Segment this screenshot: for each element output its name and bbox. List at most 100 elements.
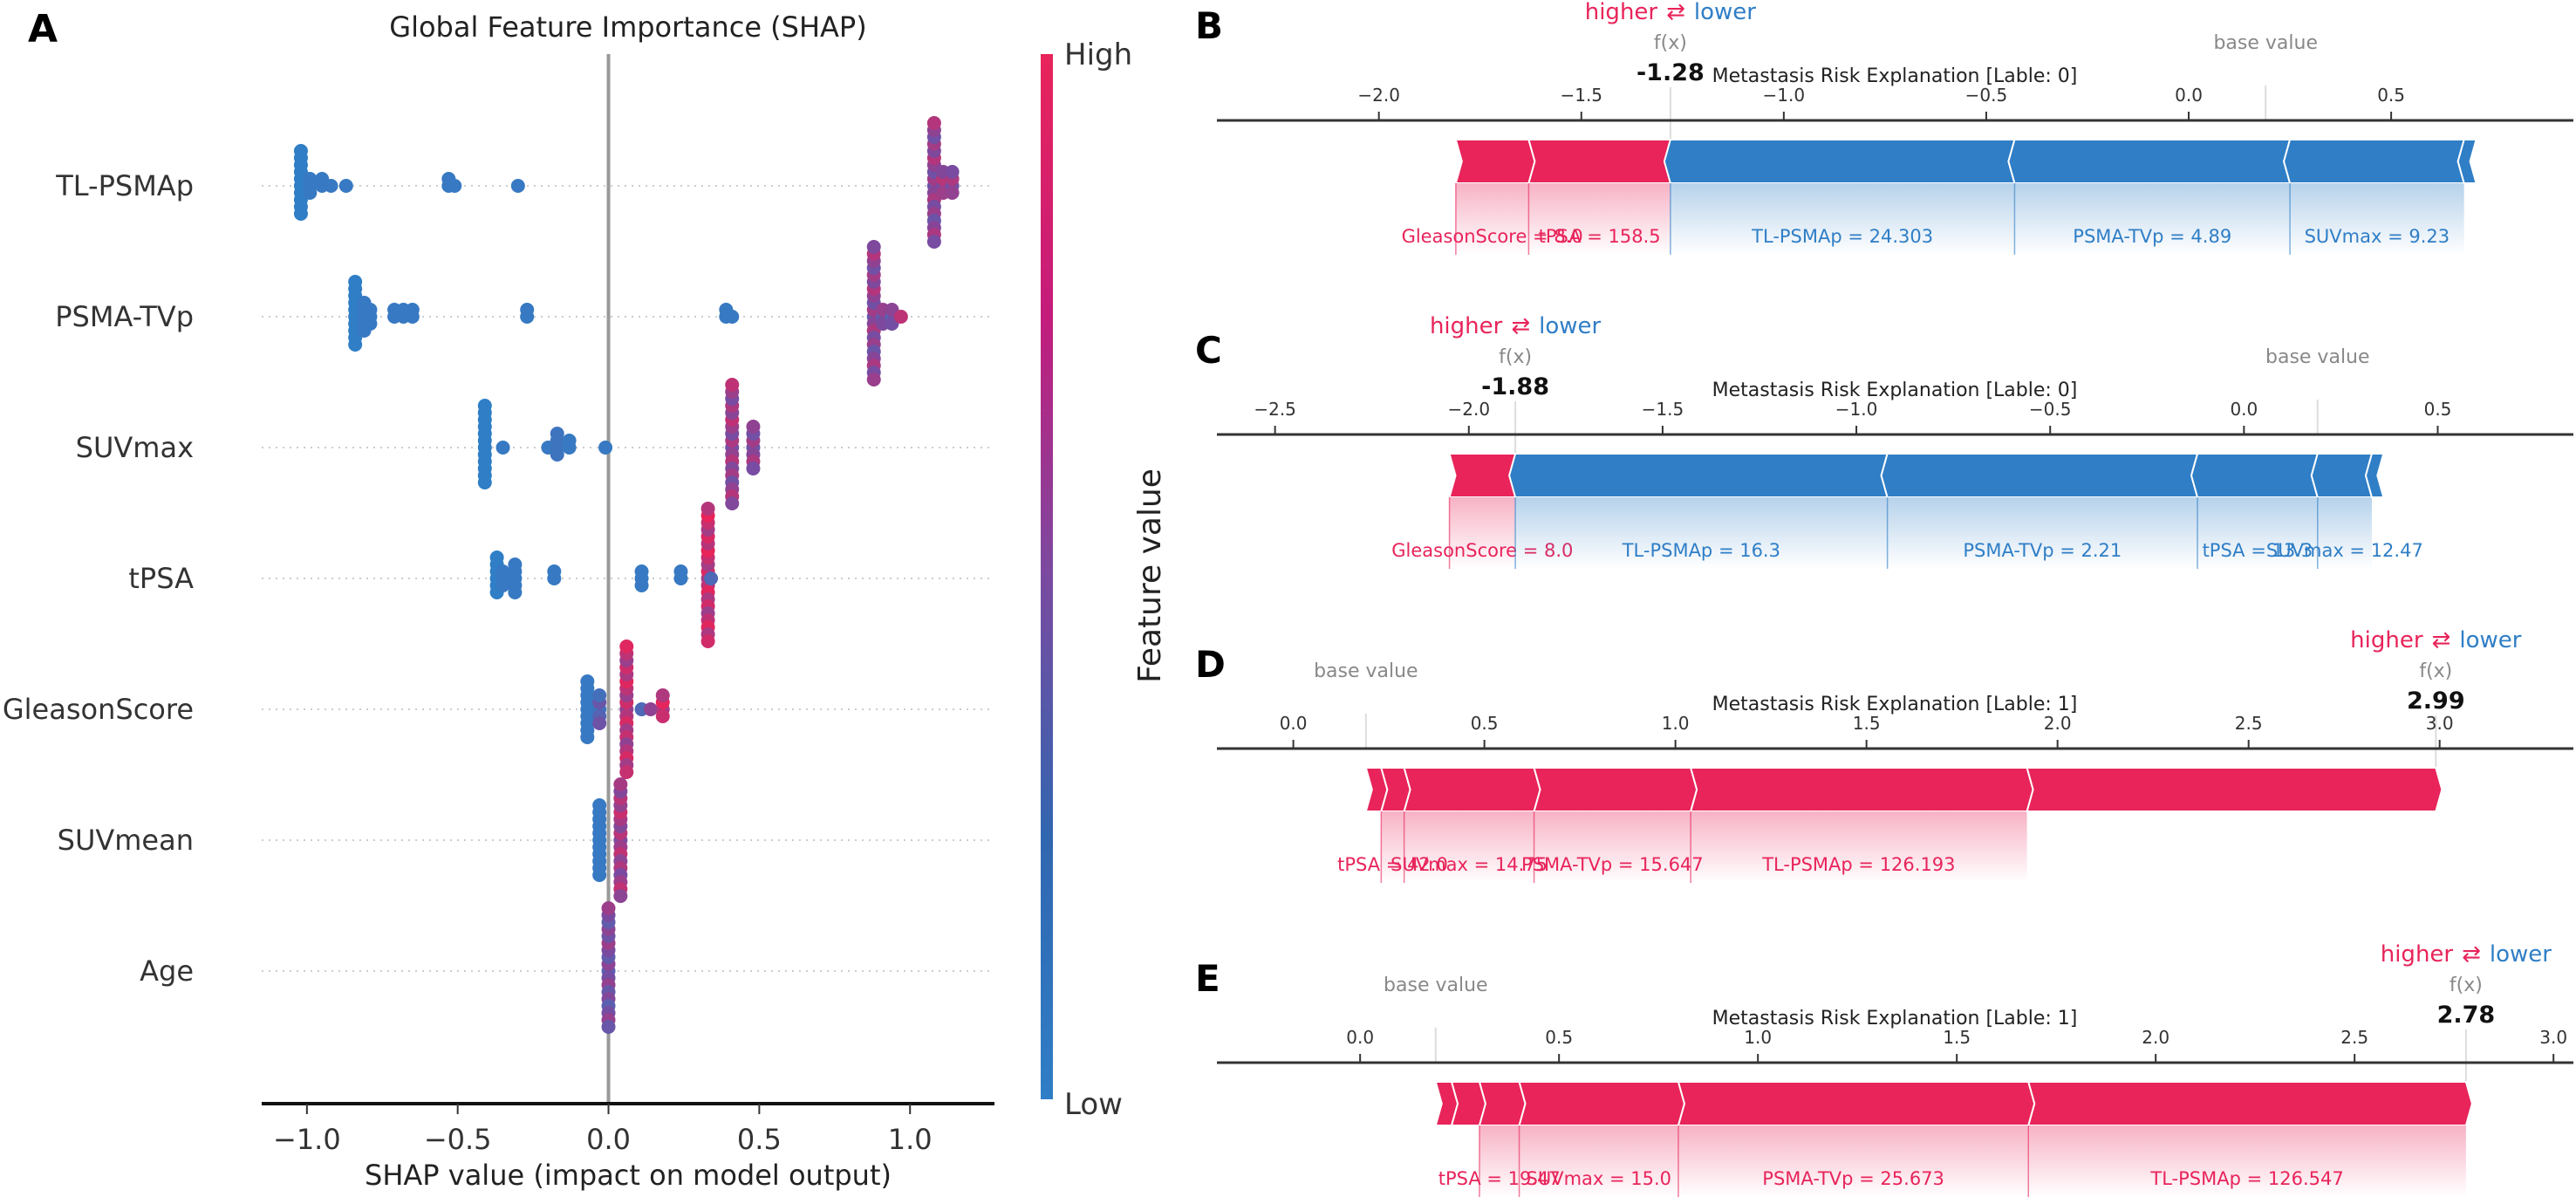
data-point [495,441,510,455]
x-tick-label: −2.5 [1254,399,1296,420]
x-tick-label: −2.0 [1357,85,1400,106]
x-tick-label: 2.0 [2044,713,2072,734]
negative-segment [2456,139,2477,184]
negative-feature-label: PSMA-TVp = 4.89 [2073,226,2231,247]
data-point [293,144,308,158]
fx-label: f(x) [1654,32,1687,54]
data-point [495,564,510,578]
legend-lower: lower [2490,941,2552,968]
negative-fade [2290,183,2464,255]
negative-fade [1887,497,2198,569]
base-value-label: base value [1384,975,1488,996]
x-tick-label: −1.0 [1835,399,1878,420]
x-tick-label: 2.5 [2235,713,2263,734]
x-tick-label: −1.0 [273,1123,341,1156]
x-tick-label: −2.0 [1447,399,1490,420]
data-point [746,420,761,434]
feature-label: SUVmean [58,824,194,857]
data-point [550,448,564,462]
colorbar-title: Feature value [1132,469,1168,683]
fx-value: 2.99 [2407,687,2465,715]
x-tick-label: 0.5 [1545,1027,1573,1048]
positive-segment [1403,767,1541,812]
feature-label: GleasonScore [3,693,194,726]
positive-segment [1677,1081,2036,1126]
feature-label: TL-PSMAp [55,169,194,202]
data-point [725,496,740,510]
legend-higher-lower: higher ⇄ lower [2381,941,2552,968]
data-point [303,172,318,186]
data-point [508,585,523,599]
data-point [601,901,616,915]
negative-segment [2310,453,2374,498]
data-point [673,564,688,578]
x-tick-label: 0.0 [586,1123,631,1156]
data-point [619,765,634,779]
x-tick-label: 0.5 [2424,399,2452,420]
x-tick-label: −0.5 [1965,85,2008,106]
data-point [598,441,613,455]
x-tick-label: 2.5 [2340,1027,2368,1048]
x-axis-label: SHAP value (impact on model output) [365,1159,892,1192]
x-tick-label: 3.0 [2539,1027,2567,1048]
positive-fade [1404,811,1534,883]
x-tick-label: −0.5 [2029,399,2072,420]
x-tick-label: 0.5 [737,1123,782,1156]
negative-feature-label: TL-PSMAp = 24.303 [1751,226,1933,247]
colorbar [1041,54,1053,1099]
data-point [926,235,941,249]
negative-segment [2364,453,2385,498]
data-point [613,889,628,903]
positive-segment [1689,767,2034,812]
data-point [520,303,535,317]
x-tick-label: 0.5 [2377,85,2405,106]
negative-fade [1670,183,2015,255]
fx-label: f(x) [2450,975,2483,996]
feature-label: tPSA [128,562,194,595]
negative-segment [1880,453,2199,498]
data-point [477,399,492,413]
positive-fade [1455,183,1529,255]
panel-label-e: E [1195,957,1220,1000]
base-value-label: base value [1314,660,1418,682]
fx-label: f(x) [1499,346,1532,368]
data-point [592,688,607,702]
positive-segment [2026,767,2443,812]
legend-higher: higher [1585,0,1658,25]
negative-fade [2317,497,2372,569]
positive-fade [1528,183,1671,255]
data-point [945,186,960,200]
force-plot-title: Metastasis Risk Explanation [Lable: 1] [1712,1008,2078,1029]
data-point [725,378,740,392]
data-point [866,240,881,254]
data-point [562,434,577,448]
data-point [592,868,607,882]
data-point [704,571,719,585]
x-tick-label: 1.5 [1853,713,1881,734]
data-point [338,179,353,193]
legend-higher-lower: higher ⇄ lower [1585,0,1757,25]
x-tick-label: −0.5 [424,1123,492,1156]
swap-arrows-icon: ⇄ [2432,627,2451,653]
negative-feature-label: SUVmax = 12.47 [2266,540,2423,561]
data-point [700,634,715,648]
positive-feature-label: SUVmax = 15.0 [1527,1168,1672,1189]
x-tick-label: 1.0 [1662,713,1690,734]
x-tick-label: 1.0 [1744,1027,1772,1048]
legend-higher-lower: higher ⇄ lower [2350,627,2522,653]
negative-feature-label: SUVmax = 9.23 [2305,226,2450,247]
data-point [405,303,420,317]
fx-value: -1.88 [1481,373,1549,400]
data-point [580,674,595,688]
panel-label-b: B [1195,4,1223,47]
force-plot-title: Metastasis Risk Explanation [Lable: 0] [1712,380,2078,401]
negative-segment [2283,139,2465,184]
data-point [448,179,462,193]
data-point [495,578,510,592]
negative-segment [2007,139,2292,184]
data-point [643,702,658,716]
swap-arrows-icon: ⇄ [2462,941,2481,968]
